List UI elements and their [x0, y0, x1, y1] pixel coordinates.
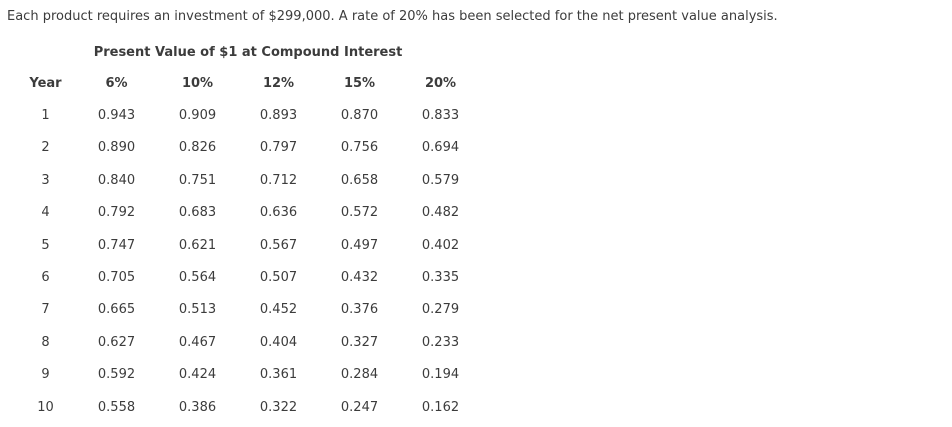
year-cell: 8: [41, 334, 50, 350]
year-cell: 4: [41, 205, 50, 221]
table-row: 2 0.890 0.826 0.797 0.756 0.694: [15, 132, 481, 164]
present-value-cell: 0.322: [259, 399, 298, 415]
present-value-cell: 0.558: [97, 399, 136, 415]
present-value-cell: 0.233: [421, 334, 460, 350]
present-value-cell: 0.452: [259, 302, 298, 318]
year-cell: 1: [41, 108, 50, 124]
present-value-cell: 0.497: [340, 237, 379, 253]
column-header-year: Year: [29, 75, 62, 91]
present-value-cell: 0.467: [178, 334, 217, 350]
year-cell: 5: [41, 237, 50, 253]
table-row: 1 0.943 0.909 0.893 0.870 0.833: [15, 99, 481, 131]
present-value-cell: 0.564: [178, 270, 217, 286]
year-cell: 7: [41, 302, 50, 318]
present-value-cell: 0.404: [259, 334, 298, 350]
present-value-cell: 0.909: [178, 108, 217, 124]
year-cell: 2: [41, 140, 50, 156]
present-value-cell: 0.747: [97, 237, 136, 253]
table-row: 4 0.792 0.683 0.636 0.572 0.482: [15, 197, 481, 229]
table-row: 10 0.558 0.386 0.322 0.247 0.162: [15, 391, 481, 423]
present-value-cell: 0.636: [259, 205, 298, 221]
present-value-cell: 0.572: [340, 205, 379, 221]
present-value-cell: 0.665: [97, 302, 136, 318]
present-value-cell: 0.579: [421, 172, 460, 188]
table-row: 3 0.840 0.751 0.712 0.658 0.579: [15, 164, 481, 196]
present-value-cell: 0.513: [178, 302, 217, 318]
present-value-cell: 0.482: [421, 205, 460, 221]
column-header-20pct: 20%: [424, 75, 457, 91]
present-value-cell: 0.327: [340, 334, 379, 350]
present-value-cell: 0.683: [178, 205, 217, 221]
present-value-cell: 0.592: [97, 367, 136, 383]
present-value-cell: 0.386: [178, 399, 217, 415]
present-value-cell: 0.840: [97, 172, 136, 188]
present-value-cell: 0.567: [259, 237, 298, 253]
present-value-cell: 0.705: [97, 270, 136, 286]
present-value-cell: 0.797: [259, 140, 298, 156]
present-value-cell: 0.162: [421, 399, 460, 415]
column-header-15pct: 15%: [343, 75, 376, 91]
present-value-cell: 0.712: [259, 172, 298, 188]
present-value-table-container: Present Value of $1 at Compound Interest…: [15, 45, 481, 423]
table-row: 7 0.665 0.513 0.452 0.376 0.279: [15, 294, 481, 326]
present-value-cell: 0.756: [340, 140, 379, 156]
present-value-cell: 0.432: [340, 270, 379, 286]
present-value-cell: 0.893: [259, 108, 298, 124]
present-value-cell: 0.694: [421, 140, 460, 156]
present-value-cell: 0.194: [421, 367, 460, 383]
present-value-cell: 0.507: [259, 270, 298, 286]
table-row: 9 0.592 0.424 0.361 0.284 0.194: [15, 359, 481, 391]
present-value-cell: 0.284: [340, 367, 379, 383]
investment-intro-text: Each product requires an investment of $…: [7, 9, 778, 24]
present-value-cell: 0.751: [178, 172, 217, 188]
present-value-cell: 0.826: [178, 140, 217, 156]
column-header-10pct: 10%: [181, 75, 214, 91]
column-header-6pct: 6%: [105, 75, 128, 91]
year-cell: 10: [37, 399, 54, 415]
present-value-cell: 0.621: [178, 237, 217, 253]
present-value-cell: 0.402: [421, 237, 460, 253]
column-header-12pct: 12%: [262, 75, 295, 91]
year-cell: 3: [41, 172, 50, 188]
present-value-cell: 0.247: [340, 399, 379, 415]
table-row: 6 0.705 0.564 0.507 0.432 0.335: [15, 261, 481, 293]
present-value-cell: 0.870: [340, 108, 379, 124]
year-cell: 9: [41, 367, 50, 383]
present-value-cell: 0.424: [178, 367, 217, 383]
table-row: 8 0.627 0.467 0.404 0.327 0.233: [15, 326, 481, 358]
present-value-cell: 0.376: [340, 302, 379, 318]
table-title: Present Value of $1 at Compound Interest: [93, 45, 403, 60]
present-value-cell: 0.335: [421, 270, 460, 286]
present-value-cell: 0.361: [259, 367, 298, 383]
present-value-cell: 0.658: [340, 172, 379, 188]
present-value-cell: 0.943: [97, 108, 136, 124]
table-header: Year 6% 10% 12% 15% 20%: [15, 67, 481, 99]
present-value-cell: 0.890: [97, 140, 136, 156]
present-value-cell: 0.833: [421, 108, 460, 124]
present-value-cell: 0.792: [97, 205, 136, 221]
table-body: 1 0.943 0.909 0.893 0.870 0.833 2 0.890 0.826 0.7…: [15, 99, 481, 423]
present-value-table: Year 6% 10% 12% 15% 20% 1 0.943 0.909 0.893 0.870…: [15, 67, 481, 423]
table-row: 5 0.747 0.621 0.567 0.497 0.402: [15, 229, 481, 261]
present-value-cell: 0.627: [97, 334, 136, 350]
present-value-cell: 0.279: [421, 302, 460, 318]
table-header-row: Year 6% 10% 12% 15% 20%: [15, 67, 481, 99]
year-cell: 6: [41, 270, 50, 286]
